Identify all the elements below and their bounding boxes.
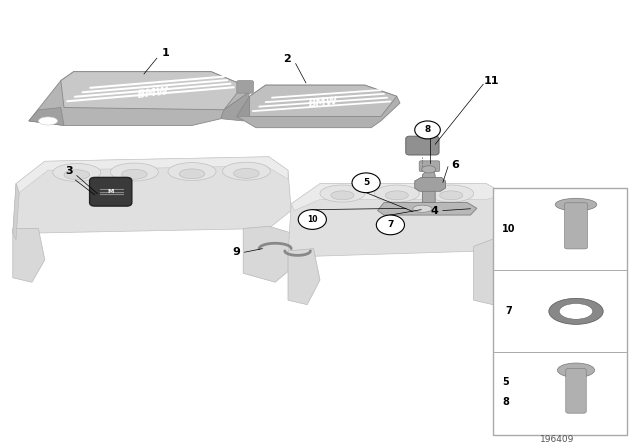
Ellipse shape <box>440 191 463 200</box>
Ellipse shape <box>122 169 147 179</box>
Polygon shape <box>29 108 64 125</box>
Polygon shape <box>13 157 291 233</box>
Polygon shape <box>250 85 397 116</box>
Text: BMW: BMW <box>137 86 170 99</box>
Ellipse shape <box>168 163 216 181</box>
Polygon shape <box>378 202 477 215</box>
FancyBboxPatch shape <box>566 368 586 413</box>
Polygon shape <box>288 184 509 256</box>
Ellipse shape <box>374 185 419 202</box>
Polygon shape <box>243 226 291 282</box>
Ellipse shape <box>179 169 205 179</box>
Bar <box>493 188 627 435</box>
Text: 196409: 196409 <box>540 435 574 444</box>
Ellipse shape <box>559 304 593 319</box>
Ellipse shape <box>429 185 474 202</box>
Ellipse shape <box>64 170 90 180</box>
Polygon shape <box>474 233 509 305</box>
Polygon shape <box>237 96 250 116</box>
Ellipse shape <box>111 163 159 181</box>
Ellipse shape <box>38 117 58 125</box>
Ellipse shape <box>320 185 365 202</box>
FancyBboxPatch shape <box>406 136 439 155</box>
Text: 8: 8 <box>502 396 509 406</box>
Ellipse shape <box>234 168 259 178</box>
Text: 6: 6 <box>452 160 460 170</box>
Circle shape <box>415 121 440 139</box>
Polygon shape <box>29 72 250 125</box>
FancyBboxPatch shape <box>419 161 440 172</box>
Ellipse shape <box>52 164 101 181</box>
Text: 8: 8 <box>424 125 431 134</box>
Text: BMW: BMW <box>308 95 339 109</box>
Text: 2: 2 <box>284 54 291 64</box>
Polygon shape <box>13 184 19 240</box>
Polygon shape <box>237 85 400 128</box>
Text: 7: 7 <box>387 220 394 229</box>
Polygon shape <box>422 170 435 202</box>
Text: 11: 11 <box>484 76 499 86</box>
Text: 5: 5 <box>363 178 369 187</box>
Polygon shape <box>16 157 288 193</box>
Ellipse shape <box>331 191 354 200</box>
Ellipse shape <box>385 191 408 200</box>
Text: 5: 5 <box>502 377 509 387</box>
Circle shape <box>298 210 326 229</box>
Ellipse shape <box>548 298 604 324</box>
Ellipse shape <box>556 198 596 211</box>
Text: 7: 7 <box>506 306 512 316</box>
Text: 10: 10 <box>307 215 317 224</box>
Polygon shape <box>415 177 445 191</box>
FancyBboxPatch shape <box>564 203 588 249</box>
Circle shape <box>376 215 404 235</box>
Text: 9: 9 <box>233 247 241 257</box>
FancyBboxPatch shape <box>237 81 253 93</box>
Polygon shape <box>291 184 506 211</box>
Text: M: M <box>108 189 114 194</box>
Circle shape <box>352 173 380 193</box>
Polygon shape <box>61 72 243 110</box>
Ellipse shape <box>422 166 436 173</box>
Text: 10: 10 <box>502 224 516 234</box>
Polygon shape <box>288 249 320 305</box>
Polygon shape <box>221 92 250 121</box>
Text: 3: 3 <box>65 166 73 176</box>
FancyBboxPatch shape <box>90 177 132 206</box>
Text: 1: 1 <box>161 48 169 58</box>
Ellipse shape <box>557 363 595 377</box>
Text: 4: 4 <box>431 206 438 215</box>
Ellipse shape <box>413 205 432 212</box>
Polygon shape <box>13 228 45 282</box>
Ellipse shape <box>223 162 270 180</box>
